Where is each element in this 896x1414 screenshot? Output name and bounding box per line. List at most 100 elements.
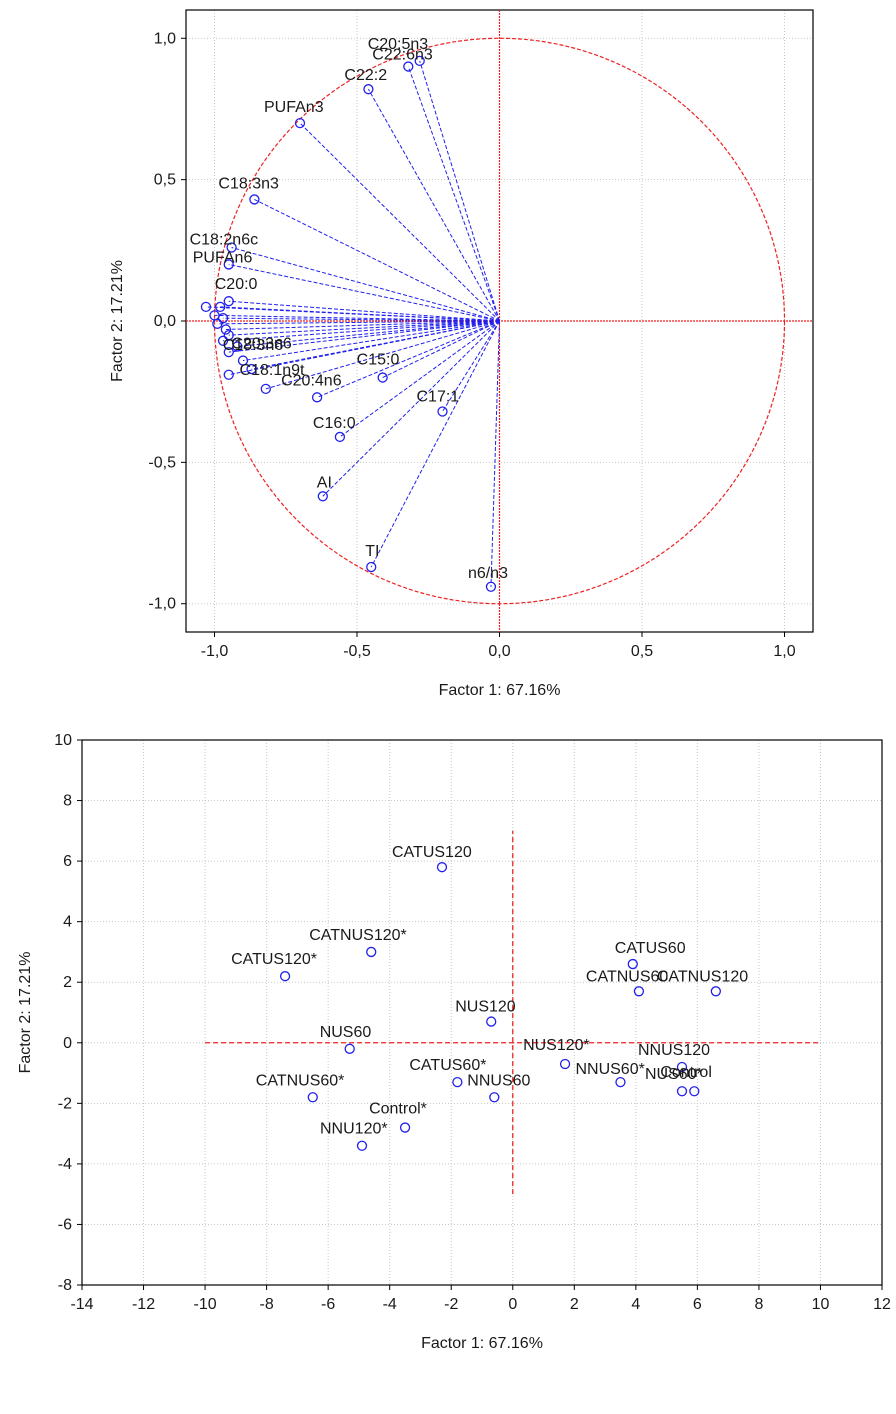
loading-vector xyxy=(367,88,500,322)
point-label: PUFAn3 xyxy=(264,99,324,116)
data-point xyxy=(249,194,260,205)
data-point xyxy=(217,335,229,346)
data-point xyxy=(226,242,237,253)
data-point xyxy=(676,1061,688,1073)
data-point xyxy=(399,1122,411,1133)
point-label: CATUS120 xyxy=(392,844,472,861)
loading-vector xyxy=(322,320,500,497)
point-label: C18:3n3 xyxy=(218,175,279,192)
data-point xyxy=(366,946,377,958)
x-tick-label: -0,5 xyxy=(343,643,371,660)
y-tick-label: -8 xyxy=(58,1277,72,1294)
data-point xyxy=(232,341,243,352)
data-point xyxy=(615,1076,626,1088)
data-point xyxy=(356,1140,368,1151)
data-point xyxy=(486,1016,497,1027)
tick-marks xyxy=(181,37,785,637)
x-tick-label: 0,0 xyxy=(488,643,510,660)
point-label: C20:3n6 xyxy=(231,335,292,352)
loading-vector xyxy=(228,320,500,376)
data-point xyxy=(627,958,638,970)
data-point xyxy=(307,1092,318,1103)
point-label: CATNUS60 xyxy=(586,968,668,985)
loading-vector xyxy=(231,247,500,322)
loading-vector xyxy=(214,314,500,322)
data-point xyxy=(223,296,234,307)
point-label: TI xyxy=(365,543,379,560)
data-point xyxy=(215,301,226,313)
data-point xyxy=(489,1092,500,1103)
point-label: PUFAn6 xyxy=(193,249,253,266)
point-label: C20:4n6 xyxy=(281,372,342,389)
x-tick-label: 0 xyxy=(508,1296,517,1313)
y-tick-label: -6 xyxy=(58,1216,72,1233)
data-point xyxy=(334,431,346,443)
x-tick-label: 8 xyxy=(754,1296,763,1313)
point-label: AI xyxy=(317,474,332,491)
data-point xyxy=(559,1058,571,1070)
data-point xyxy=(260,383,271,395)
loading-vector xyxy=(228,320,500,353)
y-tick-label: -0,5 xyxy=(148,454,176,471)
loading-vector xyxy=(242,320,500,362)
point-label: n6/n3 xyxy=(468,565,508,582)
point-label: NUS120* xyxy=(523,1037,590,1054)
scores-chart: -14 -12 -10 -8 -6 -4 -2 0 2 4 6 8 10 12 10 8 6 4 2 0 -2 -4 -6 -… xyxy=(17,732,891,1352)
point-label: NUS120 xyxy=(455,999,516,1016)
x-tick-label: -10 xyxy=(194,1296,217,1313)
loading-vectors xyxy=(205,60,500,587)
data-points xyxy=(200,55,497,592)
point-label: CATNUS60* xyxy=(256,1072,345,1089)
x-tick-label: 1,0 xyxy=(773,643,795,660)
data-point xyxy=(414,55,425,67)
data-point xyxy=(366,561,377,573)
y-tick-label: 6 xyxy=(63,853,72,870)
y-tick-label: -1,0 xyxy=(148,596,176,613)
y-tick-label: 2 xyxy=(63,974,72,991)
data-point xyxy=(437,406,448,417)
point-label: Control xyxy=(660,1064,712,1081)
loading-vector xyxy=(299,122,500,322)
data-point xyxy=(294,117,306,129)
y-tick-label: -4 xyxy=(58,1156,72,1173)
point-labels: CATUS120 CATNUS120* CATUS120* CATUS60 CATNUS… xyxy=(231,844,748,1138)
x-tick-label: 6 xyxy=(693,1296,702,1313)
point-label: NNU120* xyxy=(320,1121,388,1138)
loadings-chart: -1,0 -0,5 0,0 0,5 1,0 1,0 0,5 0,0 -0,5 -1,0 Factor… xyxy=(109,9,814,699)
data-point xyxy=(689,1086,700,1097)
data-point xyxy=(223,259,234,270)
loading-vector xyxy=(225,320,500,330)
data-point xyxy=(223,329,234,341)
data-point xyxy=(317,491,328,502)
data-point xyxy=(223,369,234,380)
y-axis-title: Factor 2: 17.21% xyxy=(109,260,126,382)
data-point xyxy=(279,971,291,982)
point-label: CATUS60 xyxy=(615,940,686,957)
data-point xyxy=(344,1043,355,1054)
point-label: NNUS60 xyxy=(467,1072,530,1089)
point-label: C20:0 xyxy=(215,276,258,293)
y-tick-label: 8 xyxy=(63,793,72,810)
point-label: C20:5n3 xyxy=(368,36,429,53)
data-point xyxy=(403,61,414,72)
data-points xyxy=(279,862,721,1151)
point-label: NUS60 xyxy=(320,1024,372,1041)
loading-vector xyxy=(237,320,500,347)
plot-frame xyxy=(81,739,883,1286)
point-label: C18:2n6c xyxy=(190,231,259,248)
loading-vector xyxy=(339,320,500,438)
point-label: C17:1 xyxy=(417,388,460,405)
data-point xyxy=(676,1086,688,1097)
x-tick-label: 2 xyxy=(570,1296,579,1313)
point-label: C22:2 xyxy=(344,67,387,84)
loading-vector xyxy=(205,306,500,322)
y-tick-label: 0,5 xyxy=(154,172,176,189)
x-tick-label: 4 xyxy=(631,1296,640,1313)
point-label: NNUS60* xyxy=(575,1061,644,1078)
loading-vector xyxy=(407,66,500,322)
point-label: NUS60* xyxy=(645,1066,703,1083)
x-tick-label: 0,5 xyxy=(631,643,653,660)
y-tick-label: 0 xyxy=(63,1035,72,1052)
x-axis-title: Factor 1: 67.16% xyxy=(421,1335,543,1352)
loading-vector xyxy=(223,320,500,342)
